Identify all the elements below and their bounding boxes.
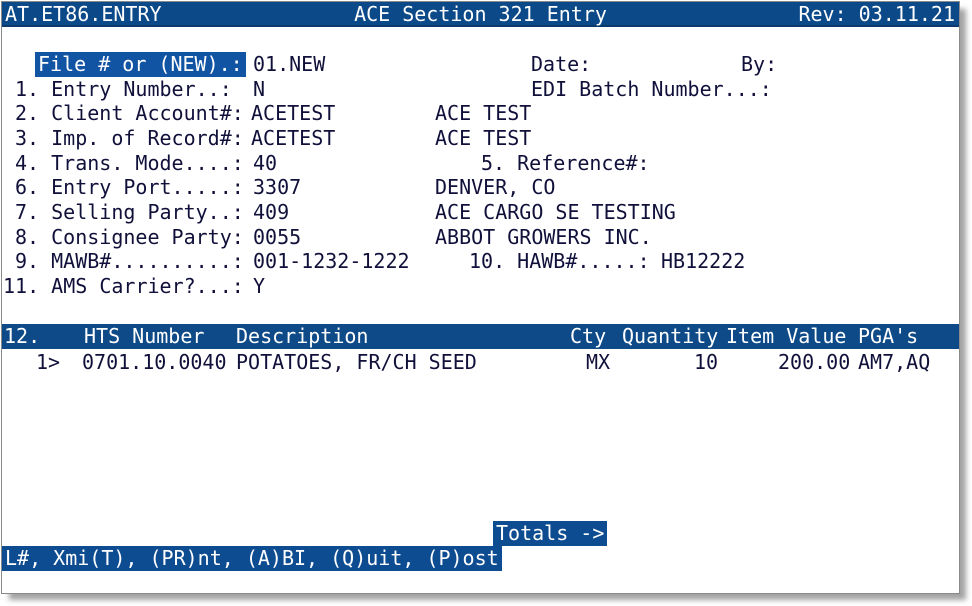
program-id: AT.ET86.ENTRY xyxy=(5,2,162,26)
consignee-party-value[interactable]: 0055 xyxy=(253,225,302,249)
entry-number-label: 1. Entry Number..: xyxy=(15,77,232,101)
reference-number-label: 5. Reference#: xyxy=(481,151,650,175)
entry-port-name: DENVER, CO xyxy=(435,175,556,199)
selling-party-value[interactable]: 409 xyxy=(253,200,290,224)
mawb-label: 9. MAWB#..........: xyxy=(15,249,244,273)
command-prompt-bar[interactable]: L#, Xmi(T), (PR)nt, (A)BI, (Q)uit, (P)os… xyxy=(2,546,502,571)
date-label: Date: xyxy=(531,52,592,76)
ams-carrier-value[interactable]: Y xyxy=(253,274,266,298)
trans-mode-label: 4. Trans. Mode....: xyxy=(15,151,244,175)
client-account-value[interactable]: ACETEST xyxy=(251,101,336,125)
file-number-value[interactable]: 01.NEW xyxy=(253,52,326,76)
entry-port-label: 6. Entry Port.....: xyxy=(15,175,244,199)
mawb-value[interactable]: 001-1232-1222 xyxy=(253,249,410,273)
client-account-label: 2. Client Account#: xyxy=(15,101,244,125)
hawb-label: 10. HAWB#.....: xyxy=(469,249,650,273)
column-header-quantity: Quantity xyxy=(622,324,719,348)
column-header-description: Description xyxy=(236,324,369,348)
row-quantity[interactable]: 10 xyxy=(694,350,719,374)
terminal-window: AT.ET86.ENTRY ACE Section 321 Entry Rev:… xyxy=(1,1,960,594)
line-items-section-label: 12. xyxy=(4,324,41,348)
row-item-value[interactable]: 200.00 xyxy=(778,350,851,374)
column-header-cty: Cty xyxy=(570,324,607,348)
entry-port-value[interactable]: 3307 xyxy=(253,175,302,199)
entry-number-value[interactable]: N xyxy=(253,77,266,101)
selling-party-label: 7. Selling Party..: xyxy=(15,200,244,224)
row-description[interactable]: POTATOES, FR/CH SEED xyxy=(236,350,477,374)
column-header-item-value: Item Value xyxy=(726,324,847,348)
ams-carrier-label: 11. AMS Carrier?...: xyxy=(3,274,244,298)
importer-of-record-label: 3. Imp. of Record#: xyxy=(15,126,244,150)
importer-of-record-name: ACE TEST xyxy=(435,126,532,150)
title-bar: AT.ET86.ENTRY ACE Section 321 Entry Rev:… xyxy=(2,2,959,27)
importer-of-record-value[interactable]: ACETEST xyxy=(251,126,336,150)
trans-mode-value[interactable]: 40 xyxy=(253,151,278,175)
row-cty[interactable]: MX xyxy=(586,350,611,374)
row-hts-number[interactable]: 0701.10.0040 xyxy=(82,350,227,374)
edi-batch-number-label: EDI Batch Number...: xyxy=(531,77,772,101)
column-header-hts: HTS Number xyxy=(84,324,205,348)
screen-title: ACE Section 321 Entry xyxy=(354,2,607,26)
row-line-number: 1> xyxy=(36,350,61,374)
selling-party-name: ACE CARGO SE TESTING xyxy=(435,200,676,224)
by-label: By: xyxy=(741,52,778,76)
totals-label: Totals -> xyxy=(493,521,608,546)
consignee-party-name: ABBOT GROWERS INC. xyxy=(435,225,652,249)
hawb-value[interactable]: HB12222 xyxy=(661,249,746,273)
file-number-field-label[interactable]: File # or (NEW).: xyxy=(35,52,246,77)
consignee-party-label: 8. Consignee Party: xyxy=(15,225,244,249)
revision-label: Rev: 03.11.21 xyxy=(798,2,955,26)
line-items-header-bar: 12. HTS Number Description Cty Quantity … xyxy=(2,324,959,349)
row-pga[interactable]: AM7,AQ xyxy=(858,350,931,374)
client-account-name: ACE TEST xyxy=(435,101,532,125)
column-header-pga: PGA's xyxy=(858,324,919,348)
